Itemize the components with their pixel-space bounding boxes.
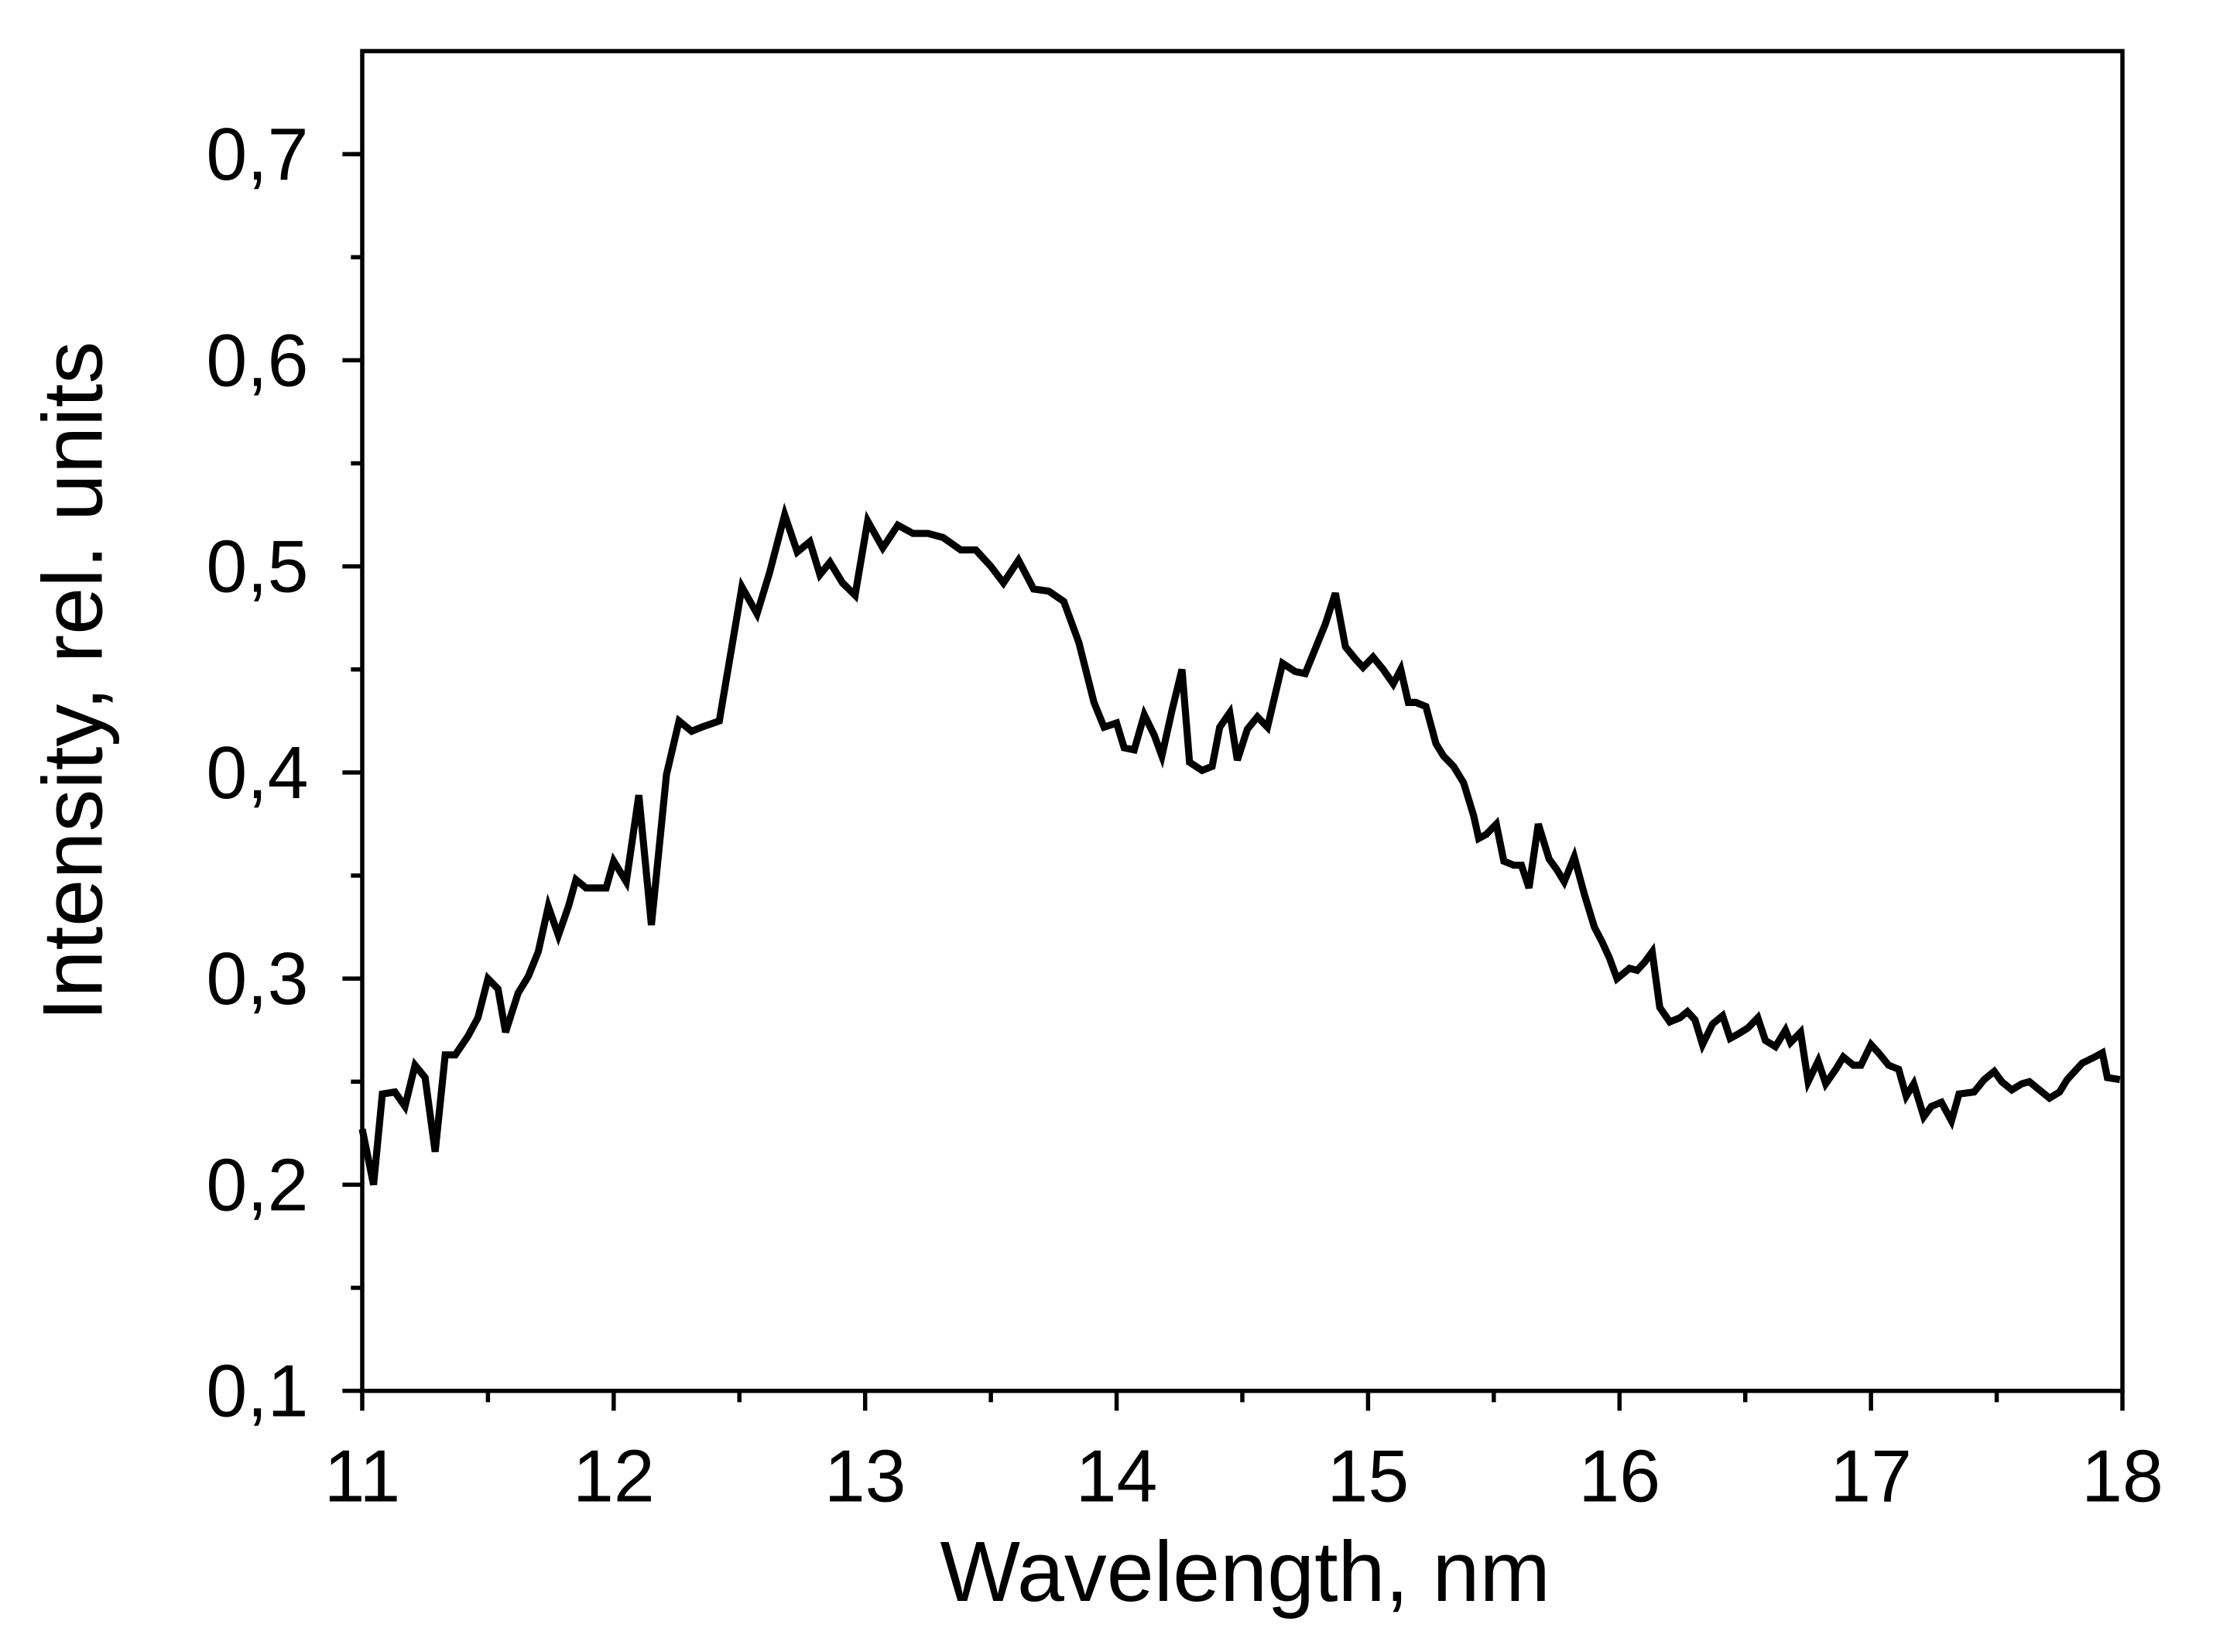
x-tick-label: 18 xyxy=(2081,1436,2163,1518)
x-tick-label: 15 xyxy=(1327,1436,1410,1518)
x-axis-title: Wavelength, nm xyxy=(940,1525,1550,1619)
x-tick-label: 11 xyxy=(324,1436,401,1518)
x-tick-label: 16 xyxy=(1578,1436,1660,1518)
x-tick-label: 13 xyxy=(824,1436,906,1518)
y-tick-label: 0,1 xyxy=(206,1351,308,1433)
plot-frame xyxy=(360,49,2125,1393)
x-tick-label: 14 xyxy=(1076,1436,1158,1518)
x-tick-label: 12 xyxy=(573,1436,655,1518)
y-tick-label: 0,5 xyxy=(206,526,308,608)
y-tick-label: 0,3 xyxy=(206,938,308,1020)
x-tick-label: 17 xyxy=(1830,1436,1912,1518)
y-axis-title: Intensity, rel. units xyxy=(26,341,121,1021)
y-tick-label: 0,4 xyxy=(206,732,308,814)
y-tick-label: 0,2 xyxy=(206,1144,308,1226)
y-tick-label: 0,6 xyxy=(206,320,308,402)
data-line xyxy=(358,502,2121,1186)
y-tick-label: 0,7 xyxy=(206,114,308,196)
